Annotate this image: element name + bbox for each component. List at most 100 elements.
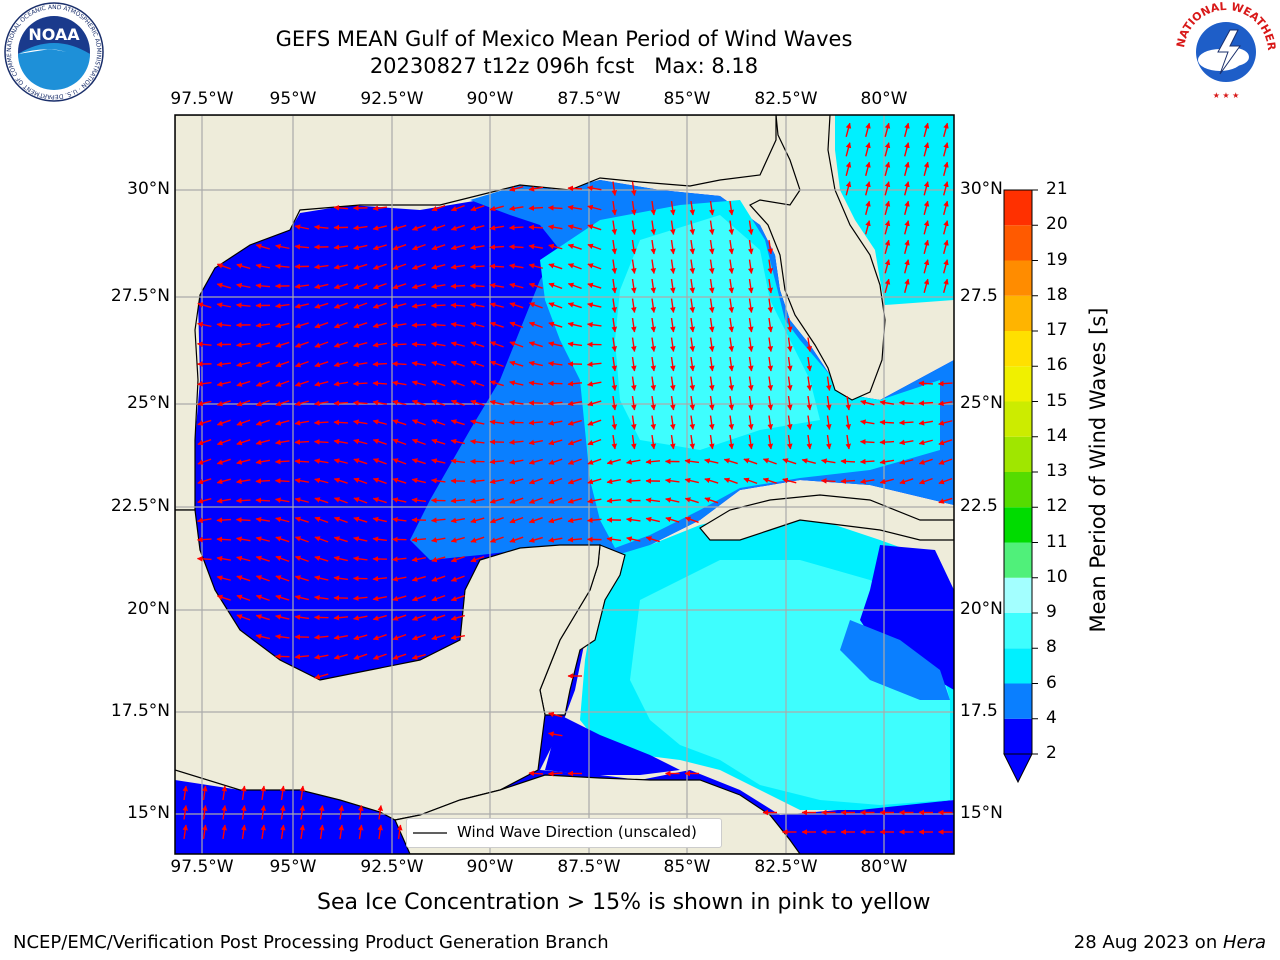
zone-8s	[615, 215, 820, 450]
wind-wave-arrow	[528, 186, 544, 192]
wind-wave-arrow	[372, 575, 388, 582]
wind-wave-arrow	[372, 263, 387, 270]
wind-wave-arrow	[470, 419, 485, 425]
colorbar-band	[1004, 295, 1032, 331]
wind-wave-arrow	[650, 220, 657, 235]
wind-wave-arrow	[923, 200, 930, 215]
wind-wave-arrow	[294, 380, 309, 387]
wind-wave-arrow	[319, 824, 325, 840]
wind-wave-arrow	[353, 361, 368, 368]
wind-wave-arrow	[509, 205, 524, 212]
wind-wave-arrow	[255, 516, 271, 523]
wind-wave-arrow	[567, 282, 582, 290]
wind-wave-arrow	[884, 142, 891, 157]
wind-wave-arrow	[709, 415, 715, 430]
wind-wave-arrow	[450, 595, 465, 602]
wind-wave-arrow	[314, 497, 329, 504]
wind-wave-arrow	[865, 122, 871, 137]
wind-wave-arrow	[567, 302, 582, 309]
lon-top-label: 85°W	[663, 89, 711, 109]
wind-wave-arrow	[275, 243, 290, 250]
wind-wave-arrow	[670, 395, 676, 411]
lon-bottom-label: 85°W	[663, 857, 711, 877]
wind-wave-arrow	[709, 298, 715, 313]
colorbar-tick-label: 17	[1046, 320, 1068, 340]
wind-wave-arrow	[884, 220, 891, 235]
wind-wave-arrow	[689, 337, 696, 352]
wind-wave-arrow	[411, 303, 427, 309]
wind-wave-arrow	[255, 575, 270, 582]
wind-wave-arrow	[787, 356, 793, 372]
wind-wave-arrow	[923, 142, 930, 157]
wind-wave-arrow	[548, 282, 563, 290]
wind-wave-arrow	[431, 634, 446, 641]
wind-wave-arrow	[528, 439, 544, 446]
wind-wave-arrow	[202, 824, 208, 840]
wind-wave-arrow	[470, 498, 485, 504]
wind-wave-arrow	[631, 239, 637, 255]
wind-wave-arrow	[567, 439, 582, 446]
wind-wave-arrow	[255, 322, 271, 329]
colorbar-tick-label: 10	[1046, 566, 1068, 587]
wind-wave-arrow	[631, 220, 637, 235]
wind-wave-arrow	[689, 395, 696, 411]
lon-top-label: 82.5°W	[754, 89, 818, 109]
wind-wave-arrow	[236, 263, 251, 270]
wind-wave-arrow	[884, 200, 891, 215]
wind-wave-arrow	[567, 243, 582, 250]
wind-wave-arrow	[236, 399, 251, 407]
wind-wave-arrow	[450, 536, 465, 543]
wind-wave-arrow	[748, 356, 754, 372]
wind-wave-arrow	[587, 204, 602, 211]
lon-bottom-label: 95°W	[269, 857, 317, 877]
wind-wave-arrow	[299, 785, 306, 801]
wind-wave-arrow	[314, 477, 329, 484]
wind-wave-arrow	[670, 415, 676, 430]
wind-wave-arrow	[216, 594, 231, 601]
wind-wave-arrow	[665, 497, 680, 503]
wind-wave-arrow	[938, 439, 953, 446]
wind-wave-arrow	[235, 302, 251, 309]
wind-wave-arrow	[275, 380, 290, 387]
wind-wave-arrow	[611, 220, 618, 235]
wind-wave-arrow	[547, 205, 563, 211]
wind-wave-arrow	[489, 517, 504, 524]
wind-wave-arrow	[392, 595, 407, 602]
wind-wave-arrow	[470, 399, 485, 406]
colorbar-tick-label: 16	[1046, 355, 1068, 376]
wind-wave-arrow	[294, 477, 310, 484]
wind-wave-arrow	[294, 497, 309, 503]
wind-wave-arrow	[767, 239, 774, 255]
wind-wave-arrow	[358, 824, 364, 840]
wind-wave-arrow	[372, 497, 387, 504]
wind-wave-arrow	[689, 278, 696, 294]
lat-right-label: 17.5	[960, 701, 998, 721]
wind-wave-arrow	[787, 376, 793, 391]
wind-wave-arrow	[509, 360, 524, 367]
lat-right-label: 20°N	[960, 599, 1003, 619]
wind-wave-arrow	[508, 439, 524, 445]
wind-wave-arrow	[943, 161, 949, 176]
wind-wave-arrow	[611, 415, 618, 430]
wind-wave-arrow	[431, 614, 446, 621]
wind-wave-arrow	[353, 536, 368, 542]
wind-wave-arrow	[709, 220, 715, 235]
wind-wave-arrow	[314, 321, 329, 329]
wind-wave-arrow	[631, 356, 637, 372]
wind-wave-arrow	[684, 477, 699, 484]
wind-wave-arrow	[372, 302, 387, 309]
wind-wave-arrow	[723, 477, 738, 485]
wind-wave-arrow	[631, 317, 637, 333]
wind-wave-arrow	[314, 381, 329, 387]
wind-wave-arrow	[411, 653, 426, 660]
wind-wave-arrow	[904, 259, 910, 274]
wind-wave-arrow	[748, 317, 754, 333]
wind-wave-arrow	[236, 575, 251, 582]
wind-wave-arrow	[280, 785, 286, 801]
wind-wave-arrow	[236, 536, 251, 542]
wind-wave-arrow	[826, 395, 832, 411]
wind-wave-arrow	[314, 516, 329, 524]
wind-wave-arrow	[372, 634, 387, 641]
wind-wave-arrow	[391, 341, 407, 348]
wind-wave-arrow	[275, 497, 290, 503]
